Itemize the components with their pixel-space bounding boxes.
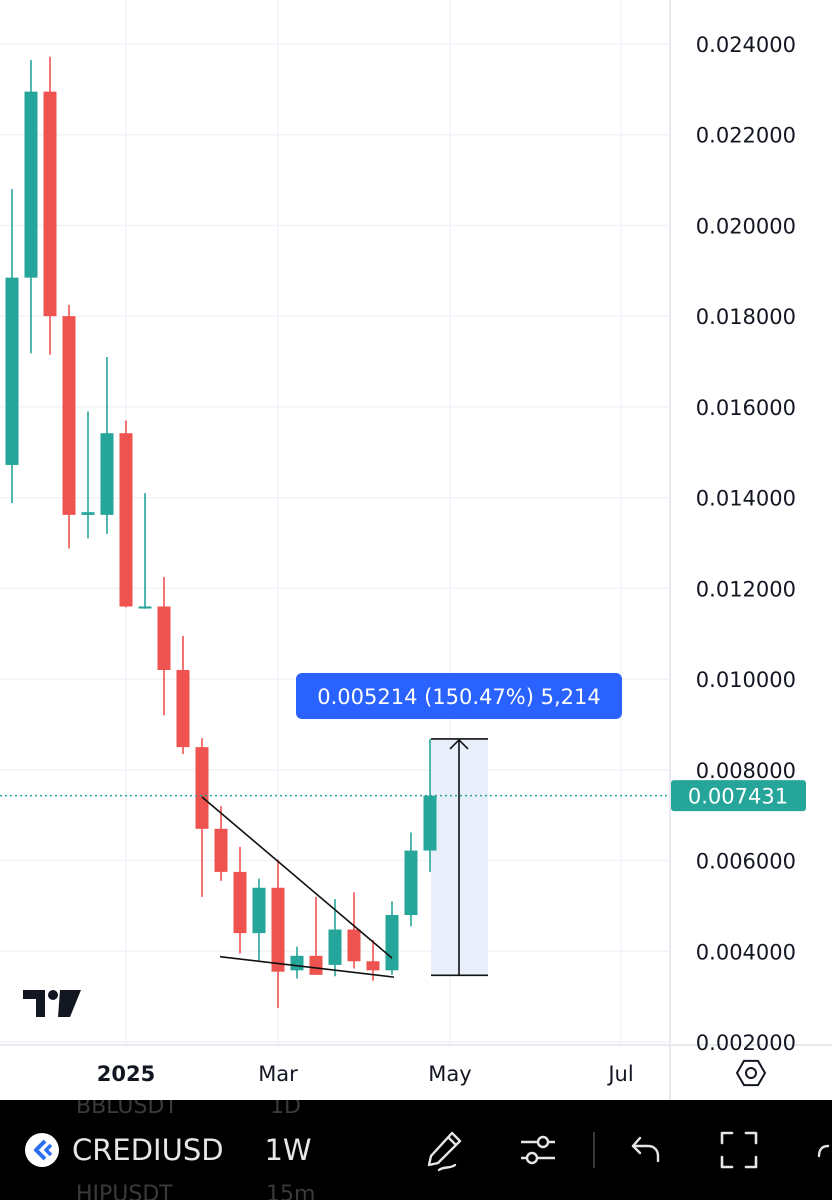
price-axis-label: 0.018000 [696,305,796,329]
candle-body [176,670,190,748]
price-axis-label: 0.014000 [696,487,796,511]
candle-body [81,512,95,515]
time-axis-label: May [428,1062,471,1086]
price-axis-label: 0.010000 [696,668,796,692]
candle-body [5,277,19,465]
toolbar-divider [593,1132,595,1168]
candle-body [347,929,361,962]
candle-body [195,747,209,829]
candle-body [366,961,380,971]
time-axis-label: 2025 [97,1062,155,1086]
price-axis-label: 0.022000 [696,124,796,148]
sliders-icon[interactable] [514,1126,562,1174]
price-axis-label: 0.024000 [696,33,796,57]
time-axis-label: Jul [606,1062,633,1086]
candle-body [271,887,285,972]
interval-label: 1W [264,1133,312,1167]
candle-body [252,887,266,934]
measure-arrowhead [449,738,469,750]
price-axis-label: 0.004000 [696,940,796,964]
measure-label: 0.005214 (150.47%) 5,214 [317,685,601,709]
candle-body [233,871,247,934]
ghost-symbol-top: BBLUSDT [76,1100,178,1119]
bottom-toolbar: BBLUSDT 1D HIPUSDT 15m CREDIUSD 1W [0,1100,832,1200]
candle-body [157,606,171,671]
ghost-symbol-bottom: HIPUSDT [76,1182,173,1200]
symbol-label: CREDIUSD [72,1133,224,1167]
candle-body [328,929,342,965]
tradingview-logo[interactable] [23,990,81,1017]
candlestick-chart[interactable]: 0.005214 (150.47%) 5,214 0.024000 0.022000… [0,0,832,1100]
more-icon[interactable] [806,1126,832,1174]
ghost-interval-bottom: 15m [266,1182,316,1200]
undo-icon[interactable] [622,1126,670,1174]
price-axis-label: 0.020000 [696,214,796,238]
candle-body [309,955,323,975]
candle-body [385,914,399,971]
chart-settings-icon-center [745,1067,757,1079]
pencil-icon[interactable] [420,1126,468,1174]
chart-area[interactable]: 0.005214 (150.47%) 5,214 0.024000 0.022000… [0,0,832,1100]
current-price-tag [671,780,806,812]
candle-body [43,91,57,317]
candle-body [62,316,76,515]
candle-body [423,795,437,851]
candle-body [100,433,114,515]
candle-body [290,955,304,971]
chart-settings-icon[interactable] [735,1059,767,1087]
trendline-lower [219,955,395,978]
price-axis-label: 0.002000 [696,1031,796,1055]
price-axis-label: 0.012000 [696,577,796,601]
fullscreen-icon[interactable] [715,1126,763,1174]
exchange-logo-icon[interactable] [22,1130,62,1170]
time-axis-label: Mar [258,1062,298,1086]
symbol-selector[interactable]: CREDIUSD [72,1128,242,1172]
candle-body [404,850,418,915]
ghost-interval-top: 1D [270,1100,301,1119]
interval-selector[interactable]: 1W [258,1128,318,1172]
measure-label-bg [296,673,622,719]
current-price-tag-label: 0.007431 [688,785,788,809]
price-axis-label: 0.006000 [696,850,796,874]
candle-body [138,606,152,609]
candle-body [214,828,228,872]
candle-body [119,433,133,607]
price-axis-label: 0.008000 [696,759,796,783]
price-axis-label: 0.016000 [696,396,796,420]
trendline-upper [201,796,393,959]
candle-body [24,91,38,278]
